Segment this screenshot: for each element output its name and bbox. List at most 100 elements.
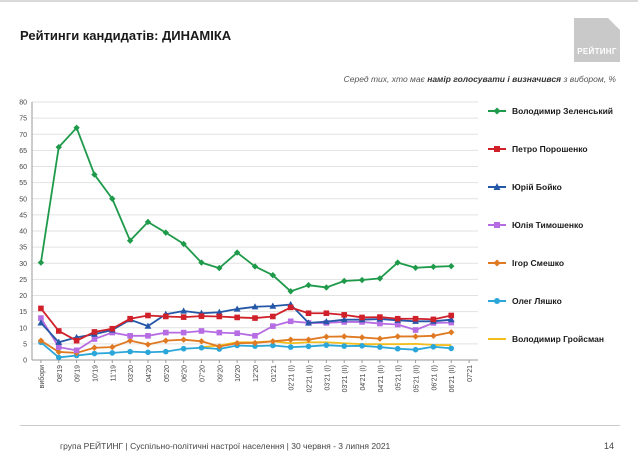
data-point — [430, 263, 437, 270]
x-tick-label: 01'21 — [271, 365, 278, 382]
rating-logo: РЕЙТИНГ — [574, 18, 620, 62]
legend-label: Юрій Бойко — [512, 182, 562, 192]
data-point — [251, 303, 259, 310]
x-tick-label: 07'21 — [467, 365, 474, 382]
legend-swatch — [488, 183, 506, 190]
data-point — [377, 314, 383, 320]
logo-text: РЕЙТИНГ — [577, 47, 617, 56]
x-tick-label: 02'21 (II) — [307, 365, 314, 392]
data-point — [55, 143, 62, 151]
data-point — [73, 124, 80, 131]
data-point — [322, 318, 330, 325]
x-tick-label: 04'21 (II) — [378, 365, 385, 392]
data-point — [145, 312, 151, 319]
data-point — [252, 333, 258, 339]
line-chart: 0 5 10 15 20 25 30 35 40 45 50 55 60 65 70 75 80 вибори 08… — [19, 100, 478, 392]
subtitle-part2: з вибором, % — [561, 74, 616, 84]
data-point — [216, 264, 223, 272]
data-point — [127, 333, 133, 339]
x-tick-label: 06'21 (II) — [449, 365, 456, 392]
data-point — [359, 343, 365, 349]
x-tick-label: 10'20 — [235, 365, 242, 382]
x-tick-label: 06'20 — [182, 365, 189, 382]
data-point — [376, 275, 384, 282]
data-point — [341, 343, 348, 349]
data-point — [55, 328, 62, 334]
x-tick-label: 07'20 — [199, 365, 206, 382]
x-tick-label: 11'19 — [110, 365, 117, 381]
data-point — [73, 337, 80, 344]
data-point — [323, 342, 330, 348]
data-point — [287, 304, 294, 311]
y-tick-label: 70 — [19, 132, 27, 139]
legend-marker — [493, 259, 501, 267]
series-line — [40, 341, 452, 359]
data-point — [162, 229, 169, 236]
data-point — [109, 325, 116, 332]
data-point — [394, 333, 401, 340]
data-point — [448, 345, 455, 352]
data-point — [198, 328, 205, 334]
data-point — [270, 342, 276, 349]
legend-swatch — [488, 259, 506, 267]
y-tick-label: 15 — [19, 309, 27, 316]
data-point — [144, 341, 152, 348]
data-point — [163, 348, 169, 355]
data-point — [163, 329, 169, 336]
data-point — [216, 329, 223, 336]
data-point — [252, 315, 258, 321]
data-point — [269, 338, 277, 345]
data-point — [412, 333, 419, 340]
y-tick-label: 40 — [19, 229, 27, 236]
data-point — [180, 314, 187, 320]
data-point — [358, 334, 366, 341]
data-point — [305, 281, 312, 289]
x-tick-label: 08'19 — [57, 365, 64, 382]
data-point — [91, 350, 98, 357]
series-line — [40, 126, 452, 293]
data-point — [448, 319, 455, 326]
y-tick-label: 5 — [23, 341, 27, 348]
data-point — [109, 343, 116, 351]
y-tick-label: 80 — [19, 100, 27, 107]
data-point — [377, 344, 383, 350]
x-tick-label: вибори — [38, 365, 46, 388]
data-point — [144, 218, 152, 226]
data-point — [376, 335, 384, 342]
data-point — [448, 329, 455, 336]
x-tick-label: 05'20 — [164, 365, 171, 382]
x-tick-label: 03'21 (I) — [324, 365, 331, 390]
data-point — [233, 305, 241, 312]
top-rule — [0, 0, 638, 2]
data-point — [91, 344, 98, 351]
data-point — [412, 327, 419, 333]
data-point — [233, 340, 241, 347]
y-tick-label: 30 — [19, 261, 27, 268]
data-point — [377, 320, 383, 327]
data-point — [305, 310, 312, 317]
x-tick-label: 03'21 (II) — [342, 365, 349, 392]
x-tick-label: 05'21 (I) — [396, 365, 403, 390]
data-point — [270, 313, 276, 320]
data-point — [198, 338, 205, 345]
data-point — [145, 349, 151, 356]
y-tick-label: 10 — [19, 325, 27, 332]
data-point — [341, 333, 348, 340]
legend-item: Володимир Зеленський — [488, 104, 613, 118]
data-point — [126, 337, 134, 344]
series-line — [40, 317, 452, 352]
data-point — [251, 339, 259, 347]
data-point — [323, 333, 330, 340]
legend-marker — [494, 298, 500, 304]
data-point — [305, 343, 312, 350]
data-point — [180, 329, 187, 336]
data-point — [323, 284, 330, 291]
legend-swatch — [488, 107, 506, 115]
data-point — [216, 313, 223, 320]
data-point — [394, 315, 401, 322]
y-tick-label: 65 — [19, 148, 27, 155]
data-point — [162, 337, 169, 344]
legend-label: Юлія Тимошенко — [512, 220, 584, 230]
legend-swatch — [488, 298, 506, 304]
data-point — [180, 307, 188, 314]
